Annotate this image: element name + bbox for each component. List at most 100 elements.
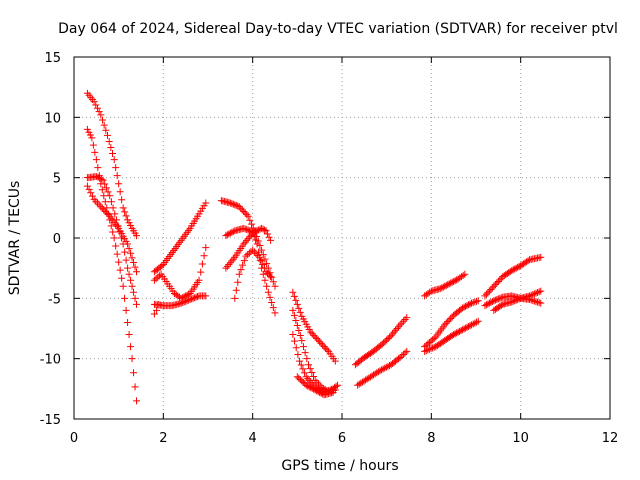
data-point bbox=[494, 277, 502, 285]
data-point bbox=[425, 345, 433, 353]
data-point bbox=[451, 277, 459, 285]
data-point bbox=[299, 365, 307, 373]
data-point bbox=[87, 189, 95, 197]
data-point bbox=[334, 381, 342, 389]
data-point bbox=[241, 238, 249, 246]
data-point bbox=[451, 330, 459, 338]
data-point bbox=[127, 343, 135, 351]
series-track-d bbox=[83, 182, 141, 276]
data-point bbox=[508, 298, 516, 306]
data-point bbox=[261, 226, 269, 234]
data-point bbox=[441, 282, 449, 290]
data-point bbox=[456, 327, 464, 335]
data-point bbox=[131, 294, 139, 302]
data-point bbox=[122, 256, 130, 264]
data-point bbox=[290, 311, 298, 319]
data-point bbox=[107, 198, 115, 206]
data-point bbox=[264, 230, 272, 238]
data-point bbox=[471, 298, 479, 306]
data-point bbox=[223, 262, 231, 270]
data-point bbox=[488, 284, 496, 292]
data-point bbox=[512, 296, 520, 304]
data-point bbox=[461, 270, 469, 278]
data-point bbox=[100, 206, 108, 214]
data-point bbox=[188, 295, 196, 303]
data-point bbox=[99, 176, 107, 184]
data-point bbox=[241, 225, 249, 233]
data-point bbox=[93, 199, 101, 207]
data-point bbox=[130, 288, 138, 296]
data-point bbox=[97, 203, 105, 211]
data-point bbox=[508, 267, 516, 275]
data-point bbox=[85, 185, 93, 193]
data-point bbox=[258, 224, 266, 232]
data-point bbox=[465, 322, 473, 330]
data-point bbox=[474, 297, 482, 305]
data-point bbox=[403, 347, 411, 355]
data-point bbox=[454, 328, 462, 336]
data-point bbox=[469, 320, 477, 328]
data-point bbox=[225, 261, 233, 269]
data-point bbox=[308, 369, 316, 377]
data-point bbox=[232, 201, 240, 209]
data-point bbox=[471, 319, 479, 327]
data-point bbox=[110, 234, 118, 242]
data-point bbox=[154, 273, 162, 281]
data-point bbox=[329, 388, 337, 396]
data-point bbox=[514, 296, 522, 304]
data-point bbox=[125, 331, 133, 339]
data-point bbox=[487, 285, 495, 293]
data-point bbox=[92, 156, 100, 164]
data-point bbox=[106, 192, 114, 200]
data-point bbox=[118, 274, 126, 282]
data-point bbox=[101, 198, 109, 206]
data-point bbox=[466, 322, 474, 330]
data-point bbox=[311, 386, 319, 394]
data-point bbox=[289, 306, 297, 314]
data-point bbox=[232, 286, 240, 294]
data-point bbox=[488, 298, 496, 306]
data-point bbox=[302, 381, 310, 389]
data-point bbox=[316, 388, 324, 396]
data-point bbox=[243, 226, 251, 234]
data-point bbox=[261, 276, 269, 284]
x-tick-label: 12 bbox=[602, 431, 619, 446]
data-point bbox=[462, 302, 470, 310]
data-point bbox=[229, 228, 237, 236]
x-axis-label: GPS time / hours bbox=[281, 458, 398, 474]
y-axis-label: SDTVAR / TECUs bbox=[7, 181, 23, 296]
data-point bbox=[124, 318, 132, 326]
data-point bbox=[481, 302, 489, 310]
data-point bbox=[450, 277, 458, 285]
data-point bbox=[125, 270, 133, 278]
data-point bbox=[468, 321, 476, 329]
data-point bbox=[121, 294, 129, 302]
data-point bbox=[100, 192, 108, 200]
data-point bbox=[253, 240, 261, 248]
data-point bbox=[252, 250, 260, 258]
data-point bbox=[264, 288, 272, 296]
data-point bbox=[259, 225, 267, 233]
data-point bbox=[100, 121, 108, 129]
data-point bbox=[399, 317, 407, 325]
data-point bbox=[459, 304, 467, 312]
data-point bbox=[111, 210, 119, 218]
data-point bbox=[267, 236, 275, 244]
series-track-p bbox=[293, 373, 337, 399]
data-point bbox=[448, 278, 456, 286]
data-point bbox=[200, 252, 208, 260]
data-point bbox=[439, 283, 447, 291]
data-point bbox=[226, 259, 234, 267]
data-point bbox=[292, 296, 300, 304]
data-point bbox=[229, 255, 237, 263]
data-point bbox=[494, 295, 502, 303]
data-point bbox=[107, 144, 115, 151]
data-point bbox=[92, 197, 100, 205]
data-point bbox=[96, 174, 104, 182]
series-track-q bbox=[351, 314, 411, 369]
data-point bbox=[444, 318, 452, 326]
data-point bbox=[130, 259, 138, 267]
data-point bbox=[485, 287, 493, 295]
data-point bbox=[532, 289, 540, 297]
data-point bbox=[127, 276, 135, 284]
